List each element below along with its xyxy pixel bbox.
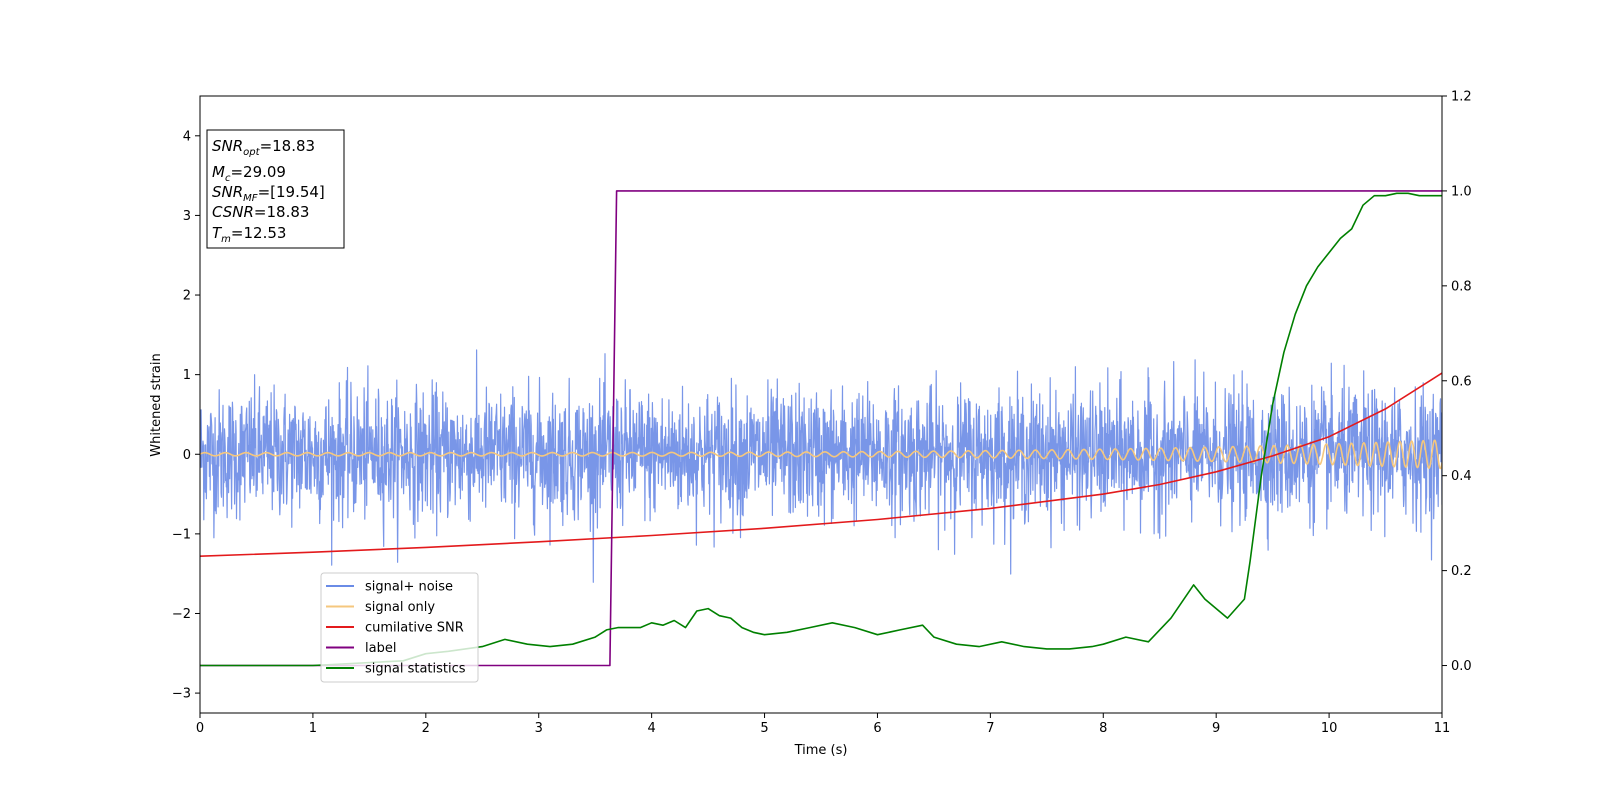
y2-tick-label: 0.4 xyxy=(1451,469,1472,484)
y-tick-label: 4 xyxy=(183,129,191,144)
series-cumilative-snr-line xyxy=(200,372,1442,557)
annotation-line-csnr: CSNR=18.83 xyxy=(212,203,309,221)
y2-tick-label: 0.0 xyxy=(1451,659,1472,674)
annotation-box: SNRopt=18.83 Mc=29.09 SNRMF=[19.54] CSNR… xyxy=(206,129,345,249)
legend-label-cumilative-snr: cumilative SNR xyxy=(365,621,464,636)
y-tick-label: −2 xyxy=(172,607,191,622)
y2-tick-label: 1.0 xyxy=(1451,184,1472,199)
annotation-box-frame xyxy=(206,129,345,249)
x-tick-label: 3 xyxy=(535,721,543,736)
y-tick-label: 1 xyxy=(183,368,191,383)
x-tick-label: 8 xyxy=(1099,721,1107,736)
annotation-line-snr-mf: SNRMF=[19.54] xyxy=(212,183,325,204)
y-axis-label: Whitened strain xyxy=(149,353,164,456)
x-tick-label: 4 xyxy=(647,721,655,736)
annotation-line-mc: Mc=29.09 xyxy=(212,163,286,184)
x-tick-label: 11 xyxy=(1434,721,1451,736)
y-tick-label: −3 xyxy=(172,687,191,702)
x-tick-label: 5 xyxy=(760,721,768,736)
annotation-line-tm: Tm=12.53 xyxy=(212,224,286,245)
legend: signal+ noise signal only cumilative SNR la… xyxy=(320,572,479,683)
y2-tick-label: 0.8 xyxy=(1451,279,1472,294)
y-tick-label: 3 xyxy=(183,209,191,224)
series-signal-statistics-line xyxy=(200,192,1442,667)
plot-frame xyxy=(199,95,1443,714)
legend-frame xyxy=(320,572,479,683)
x-tick-label: 2 xyxy=(422,721,430,736)
axes-layer: 0 1 2 3 4 5 6 7 8 9 10 11 −3 −2 −1 0 1 2 3 4 0.0 0.2 0.4 0.6 0.8… xyxy=(172,90,1472,737)
series-signal-noise-line xyxy=(200,349,1442,583)
y2-tick-label: 0.6 xyxy=(1451,374,1472,389)
x-tick-label: 6 xyxy=(873,721,881,736)
x-tick-label: 1 xyxy=(309,721,317,736)
legend-label-signal-noise: signal+ noise xyxy=(365,580,453,595)
series-signal-only-line xyxy=(200,439,1442,470)
x-axis-label: Time (s) xyxy=(794,743,848,758)
x-tick-label: 9 xyxy=(1212,721,1220,736)
y2-tick-label: 0.2 xyxy=(1451,564,1472,579)
annotation-line-snr-opt: SNRopt=18.83 xyxy=(212,137,315,158)
x-tick-label: 10 xyxy=(1321,721,1338,736)
legend-label-label: label xyxy=(365,641,396,656)
legend-label-signal-only: signal only xyxy=(365,600,435,615)
y-tick-label: −1 xyxy=(172,527,191,542)
y-tick-label: 0 xyxy=(183,448,191,463)
legend-label-signal-statistics: signal statistics xyxy=(365,662,466,677)
y2-tick-label: 1.2 xyxy=(1451,90,1472,105)
x-tick-label: 0 xyxy=(196,721,204,736)
y-tick-label: 2 xyxy=(183,289,191,304)
x-tick-label: 7 xyxy=(986,721,994,736)
